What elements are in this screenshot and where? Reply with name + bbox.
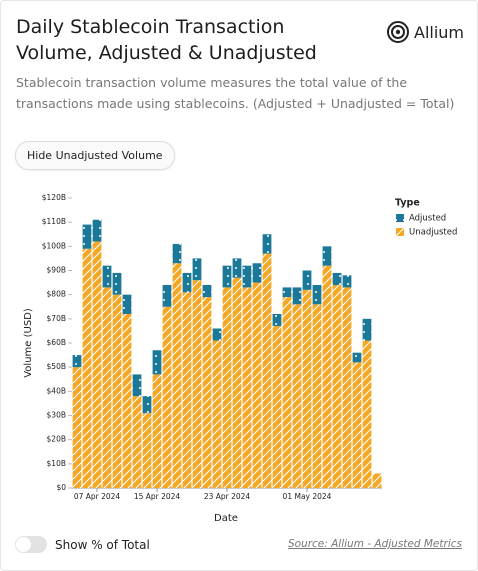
x-tick-label: 01 May 2024 <box>283 492 332 501</box>
bar-segment <box>352 362 362 488</box>
x-tick-label: 23 Apr 2024 <box>204 492 251 501</box>
bar-segment <box>132 396 142 488</box>
logo: Allium <box>386 20 464 44</box>
bar-segment <box>92 219 102 242</box>
bar-segment <box>292 304 302 488</box>
x-tick-label: 07 Apr 2024 <box>74 492 121 501</box>
toggle-switch[interactable] <box>15 536 47 553</box>
x-axis-label: Date <box>214 513 238 524</box>
logo-text: Allium <box>414 22 465 42</box>
bar-segment <box>252 263 262 283</box>
y-tick-label: $100B <box>42 241 66 250</box>
legend-label: Unadjusted <box>409 228 457 238</box>
y-tick-label: $20B <box>47 435 66 444</box>
bar-segment <box>282 297 292 488</box>
bar-segment <box>202 285 212 298</box>
y-tick-label: $0 <box>56 483 66 492</box>
bar-segment <box>332 272 342 285</box>
y-tick-label: $70B <box>47 314 66 323</box>
bar-segment <box>112 294 122 488</box>
bar-segment <box>142 413 152 488</box>
bar-segment <box>252 282 262 488</box>
bar-segment <box>82 224 92 249</box>
bar-segment <box>302 289 312 488</box>
bar-segment <box>72 367 82 488</box>
toggle[interactable]: Show % of Total <box>15 536 150 553</box>
bar-segment <box>242 265 252 288</box>
bar-segment <box>322 246 332 266</box>
bar-segment <box>262 234 272 254</box>
hide-unadjusted-button[interactable]: Hide Unadjusted Volume <box>15 141 175 170</box>
bar-segment <box>272 314 282 327</box>
bar-segment <box>182 292 192 488</box>
y-tick-label: $80B <box>47 290 66 299</box>
bar-segment <box>182 272 192 293</box>
source-link[interactable]: Source: Allium - Adjusted Metrics <box>287 538 462 550</box>
bar-segment <box>342 275 352 288</box>
bar-segment <box>222 265 232 288</box>
y-tick-label: $120B <box>42 193 66 202</box>
bar-segment <box>212 340 222 488</box>
legend-title: Type <box>395 198 420 209</box>
bar-segment <box>212 328 222 341</box>
bar-segment <box>162 306 172 488</box>
y-tick-label: $60B <box>47 338 66 347</box>
y-tick-label: $10B <box>47 459 66 468</box>
y-tick-label: $30B <box>47 411 66 420</box>
bar-segment <box>242 287 252 488</box>
bar-segment <box>272 326 282 488</box>
bar-segment <box>102 287 112 488</box>
bar-segment <box>322 265 332 488</box>
bar-segment <box>172 263 182 488</box>
bar-segment <box>232 258 242 278</box>
bar-segment <box>132 374 142 397</box>
y-tick-label: $110B <box>42 217 66 226</box>
bar-segment <box>362 340 372 488</box>
bar-segment <box>222 287 232 488</box>
bar-segment <box>342 287 352 488</box>
y-tick-label: $90B <box>47 266 66 275</box>
bar-segment <box>282 287 292 298</box>
bar-segment <box>292 287 302 305</box>
legend-swatch <box>396 214 404 222</box>
bar-segment <box>302 270 312 290</box>
title: Daily Stablecoin Transaction Volume, Adj… <box>16 16 317 64</box>
bar-segment <box>102 265 112 288</box>
legend-label: Adjusted <box>409 214 446 224</box>
bar-segment <box>152 350 162 375</box>
bar-segment <box>162 285 172 307</box>
bar-segment <box>122 314 132 488</box>
bar-segment <box>312 304 322 488</box>
bar-segment <box>72 355 82 368</box>
toggle-label: Show % of Total <box>55 537 150 552</box>
y-tick-label: $40B <box>47 386 66 395</box>
bar-segment <box>152 374 162 488</box>
bar-segment <box>262 253 272 488</box>
x-tick-label: 15 Apr 2024 <box>134 492 181 501</box>
bar-segment <box>142 396 152 414</box>
bar-segment <box>192 258 202 281</box>
description: Stablecoin transaction volume measures t… <box>16 75 455 111</box>
bar-segment <box>82 248 92 488</box>
bar-segment <box>232 277 242 488</box>
bar-segment <box>192 280 202 488</box>
bar-segment <box>122 294 132 314</box>
bar-segment <box>332 285 342 488</box>
bar-segment <box>112 272 122 295</box>
toggle-knob <box>16 537 31 552</box>
logo-icon <box>387 21 409 43</box>
bar-segment <box>172 243 182 264</box>
y-tick-label: $50B <box>47 362 66 371</box>
bar-segment <box>362 318 372 341</box>
bar-segment <box>202 297 212 488</box>
legend-swatch <box>396 228 404 236</box>
y-axis-label: Volume (USD) <box>23 308 34 378</box>
bar-segment <box>92 241 102 488</box>
bar-segment <box>352 352 362 363</box>
bar-segment <box>372 473 382 488</box>
bar-segment <box>312 285 322 305</box>
